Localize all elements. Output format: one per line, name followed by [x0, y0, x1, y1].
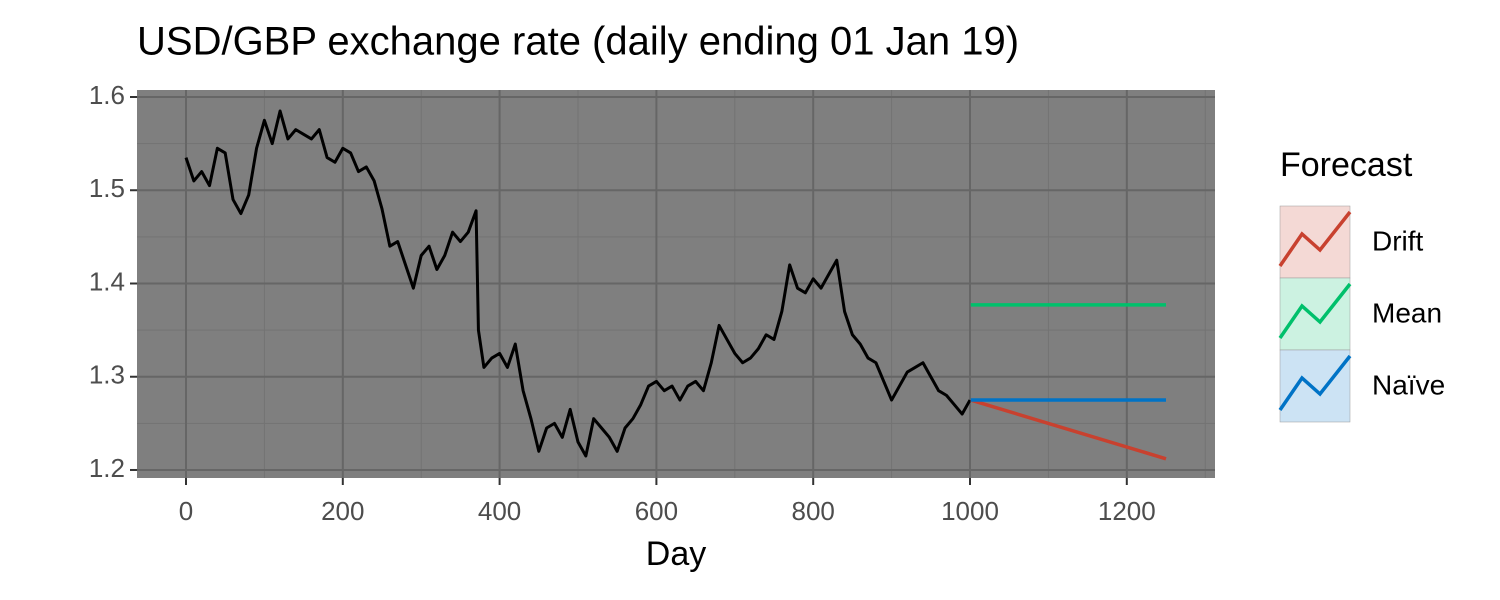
x-tick-label: 400 [478, 496, 521, 526]
legend-key-line [1278, 282, 1352, 339]
legend-key-line [1278, 354, 1352, 411]
x-tick-label: 800 [792, 496, 835, 526]
x-tick-label: 200 [321, 496, 364, 526]
legend-label: Drift [1372, 225, 1424, 256]
y-tick-label: 1.4 [89, 266, 125, 296]
y-tick-label: 1.3 [89, 360, 125, 390]
legend-key [1279, 277, 1351, 351]
y-tick-label: 1.5 [89, 173, 125, 203]
legend-label: Naïve [1372, 369, 1445, 400]
x-tick-label: 1000 [941, 496, 999, 526]
legend-key [1279, 205, 1351, 279]
legend-key-line [1278, 210, 1352, 267]
x-tick-label: 0 [179, 496, 193, 526]
chart-title: USD/GBP exchange rate (daily ending 01 J… [137, 20, 1019, 64]
line [184, 109, 972, 458]
x-tick-label: 600 [635, 496, 678, 526]
y-tick-label: 1.2 [89, 453, 125, 483]
legend-key [1279, 349, 1351, 423]
legend-title: Forecast [1280, 146, 1413, 184]
x-tick-label: 1200 [1098, 496, 1156, 526]
legend-label: Mean [1372, 297, 1442, 328]
y-tick-label: 1.6 [89, 80, 125, 110]
forecast-line [970, 398, 1167, 461]
x-axis-title: Day [646, 535, 706, 573]
